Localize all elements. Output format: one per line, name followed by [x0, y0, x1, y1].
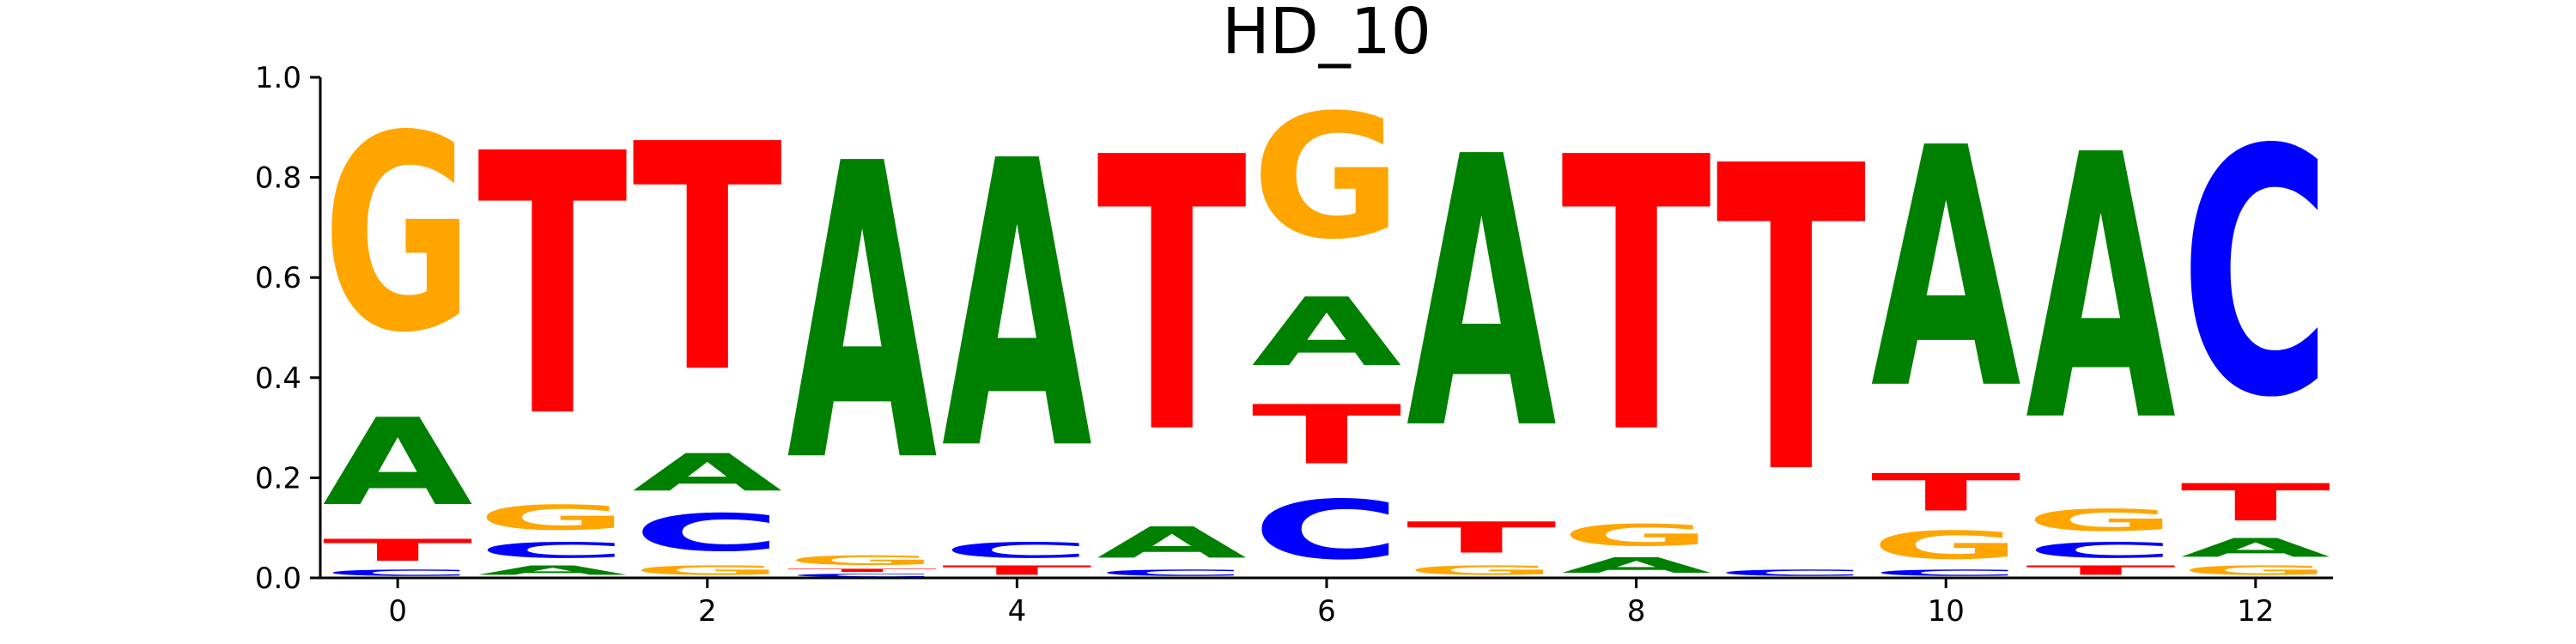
letter-T-pos-0: T [323, 533, 473, 568]
letter-C-pos-1: C [477, 538, 628, 562]
letter-T-pos-11: T [2026, 563, 2176, 578]
y-tick-label: 0.4 [255, 361, 301, 396]
chart-title: HD_10 [1222, 0, 1431, 69]
letter-G-pos-12: G [2180, 563, 2330, 578]
letter-A-pos-0: A [323, 394, 473, 533]
letter-T-pos-9: T [1716, 78, 1867, 566]
y-tick-label: 0.6 [255, 261, 301, 295]
letter-A-pos-10: A [1871, 79, 2023, 462]
letter-C-pos-10: C [1871, 568, 2021, 578]
letter-G-pos-3: G [787, 553, 938, 568]
letter-A-pos-1: A [477, 563, 628, 578]
letter-T-pos-2: T [632, 79, 783, 442]
letter-T-pos-5: T [1097, 78, 1248, 516]
letter-C-pos-11: C [2026, 538, 2176, 562]
letter-T-pos-3: T [787, 568, 938, 573]
letter-T-pos-6: T [1252, 388, 1402, 483]
axes: 0 2 4 6 8 10 12 0.0 0.2 0.4 0.6 0.8 1.0 [255, 61, 2333, 629]
letter-C-pos-0: C [323, 568, 473, 578]
y-tick-label: 0.8 [255, 161, 301, 196]
letter-T-pos-10: T [1871, 463, 2021, 523]
x-tick-label: 4 [1008, 594, 1027, 629]
letter-G-pos-10: G [1871, 523, 2021, 568]
letter-A-pos-11: A [2026, 79, 2178, 502]
letter-T-pos-8: T [1561, 78, 1712, 516]
x-tick-label: 10 [1928, 594, 1965, 629]
letter-C-pos-4: C [942, 538, 1092, 562]
letter-T-pos-1: T [477, 78, 629, 496]
letter-C-pos-6: C [1252, 483, 1402, 578]
letter-T-pos-12: T [2180, 473, 2330, 533]
letter-A-pos-6: A [1252, 277, 1402, 387]
letter-G-pos-2: G [632, 563, 782, 578]
letter-A-pos-8: A [1561, 553, 1711, 578]
letter-G-pos-1: G [477, 498, 628, 538]
letter-C-pos-3: C [787, 573, 938, 578]
letter-T-pos-7: T [1406, 513, 1557, 562]
y-tick-label: 0.0 [255, 562, 301, 596]
x-tick-label: 8 [1627, 594, 1646, 629]
letter-A-pos-2: A [632, 443, 782, 502]
letter-G-pos-7: G [1406, 563, 1557, 578]
y-tick-label: 1.0 [255, 61, 301, 95]
letter-G-pos-0: G [323, 79, 473, 392]
letter-C-pos-2: C [632, 503, 782, 563]
x-tick-label: 2 [698, 594, 717, 629]
letter-A-pos-5: A [1097, 518, 1247, 568]
letter-A-pos-3: A [787, 79, 939, 551]
x-tick-label: 12 [2237, 594, 2274, 629]
letter-T-pos-4: T [942, 563, 1092, 578]
x-tick-label: 6 [1317, 594, 1336, 629]
letter-G-pos-6: G [1252, 78, 1402, 277]
letter-A-pos-4: A [942, 80, 1094, 538]
letter-C-pos-12: C [2180, 78, 2330, 472]
letter-A-pos-12: A [2180, 533, 2330, 563]
letter-G-pos-11: G [2026, 503, 2176, 538]
letter-C-pos-5: C [1097, 568, 1247, 578]
letter-stacks: CTAGACGTGCATCTGATCACATCTAGGTAAGTCTCGTATC… [323, 78, 2331, 578]
letter-A-pos-7: A [1406, 78, 1558, 512]
y-tick-label: 0.2 [255, 461, 301, 495]
x-tick-label: 0 [388, 594, 407, 629]
letter-C-pos-9: C [1716, 568, 1866, 578]
letter-G-pos-8: G [1561, 518, 1711, 553]
